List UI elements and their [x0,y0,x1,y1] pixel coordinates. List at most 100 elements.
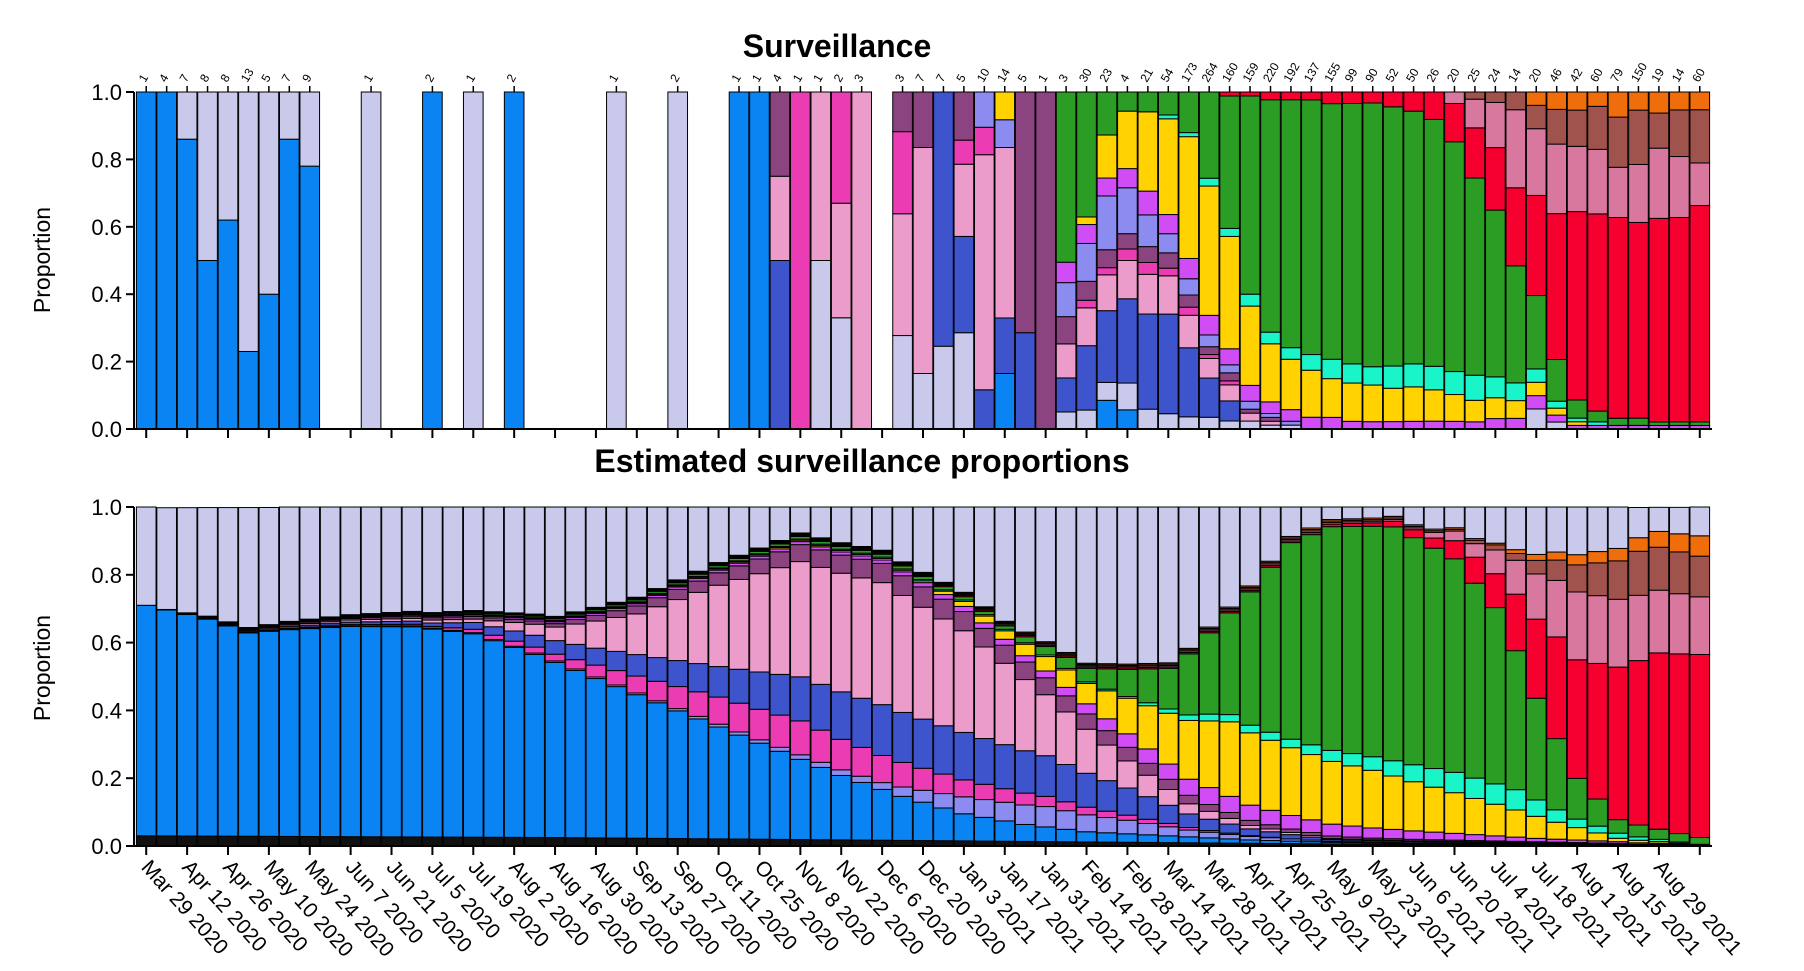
panel2-bar-segment-violet [1486,836,1506,841]
panel2-bar-segment-green [1056,657,1076,668]
panel2-bar-segment-pink_light [1118,761,1138,788]
panel1-count-label: 1 [790,71,806,84]
panel2-bar-segment-gold [1547,822,1567,839]
panel2-bar-segment-indigo [1036,756,1056,797]
panel2-bar-segment-lavender [1179,507,1199,648]
panel2-bar-segment-lavender [811,507,831,538]
panel1-bar-segment-red [1220,92,1240,96]
panel2-bar-segment-magenta [770,715,790,747]
panel1-bar-segment-rose [1588,149,1608,214]
panel2-bar-segment-lavender [791,507,811,533]
panel2-bar-segment-indigo [1261,832,1281,838]
panel2-bar-segment-pink_light [1179,804,1199,814]
panel1-bar-segment-gold [1158,119,1178,215]
panel1-bar-segment-blue [198,261,218,430]
panel2-bar-segment-blue [1015,824,1035,841]
panel2-bar-segment-gold [1506,810,1526,837]
panel2-bar-segment-lavender [1077,507,1097,663]
panel1-bar-segment-indigo [1220,401,1240,421]
panel2-bar-segment-lavender [1690,507,1710,536]
panel1-bar-segment-periwinkle [975,92,995,127]
panel2-bar-segment-lavender [995,507,1015,621]
panel1-bar-segment-gold [1404,387,1424,421]
panel2-bar-segment-gold [1322,761,1342,824]
panel2-bar-segment-blue [402,627,422,837]
panel2-bar-segment-gold [995,631,1015,639]
panel2-bar-segment-violet [1404,831,1424,839]
panel2-bar-segment-pink_light [954,631,974,733]
panel2-bar-segment-black [239,836,259,846]
panel1-count-label: 50 [1403,66,1422,85]
panel2-bar-segment-magenta [709,697,729,724]
panel1-bar-segment-rose [1506,110,1526,188]
panel1-bar-segment-gold [1342,383,1362,421]
panel2-bar-segment-aqua [1445,772,1465,792]
panel1-bar-segment-magenta [1158,268,1178,276]
panel2-bar-segment-periwinkle [791,755,811,760]
panel2-bar-segment-indigo [545,641,565,655]
panel2-bar-segment-green [1363,526,1383,757]
panel2-bar-segment-violet [1281,815,1301,829]
panel2-bar-segment-aqua [1486,784,1506,804]
panel2-bar-segment-periwinkle [1118,820,1138,834]
panel2-bar-segment-lavender [136,507,156,605]
panel2-bar-segment-blue [770,751,790,839]
panel1-bar-segment-lavender [463,92,483,429]
panel2-bar-segment-black [320,837,340,846]
panel1-count-label: 137 [1301,60,1323,85]
panel1-bar-segment-indigo [1199,378,1219,417]
panel2-bar-segment-pink_light [1138,775,1158,796]
panel2-bar-segment-indigo [586,648,606,665]
panel2-bar-segment-brown [1649,547,1669,590]
panel2-bar-segment-indigo [995,745,1015,789]
panel2-bar-segment-blue [361,627,381,837]
panel2-bar-segment-aqua [1383,761,1403,776]
panel2-bar-segment-blue [586,679,606,838]
panel2-bar-segment-indigo [954,732,974,779]
panel2-bar-segment-rose [1608,599,1628,667]
panel1-bar-segment-rose [1690,163,1710,206]
panel2-bar-segment-lavender [341,507,361,615]
panel1-bar-segment-aqua [1220,228,1240,236]
panel2-bar-segment-lavender [1547,507,1567,552]
panel2-bar-segment-periwinkle [1240,837,1260,840]
panel2-bar-segment-plum [1158,779,1178,789]
panel2-bar-segment-blue [893,796,913,840]
panel2-bar-segment-lavender [157,508,177,610]
panel2-bar-segment-periwinkle [995,802,1015,821]
panel2-bar-segment-plum [995,645,1015,663]
panel1-bar-segment-green [1118,92,1138,111]
panel1-bar-segment-magenta [893,132,913,214]
panel2-bar-segment-green [1629,825,1649,837]
panel2-bar-segment-plum [607,611,627,618]
panel2-bar-segment-lavender [218,508,238,622]
panel1-count-label: 19 [1648,66,1667,85]
panel2-bar-segment-violet [995,639,1015,645]
panel2-bar-segment-lavender [586,507,606,607]
panel2-bar-segment-brown [1465,540,1485,543]
panel1-bar-segment-violet [1097,178,1117,196]
panel2-bar-segment-green [1670,834,1690,842]
panel1-bar-segment-green [1240,96,1260,294]
panel2-bar-segment-magenta [729,703,749,732]
panel1-bar-segment-aqua [1547,401,1567,408]
panel2-bar-segment-brown [1526,560,1546,574]
panel1-count-label: 5 [258,71,274,84]
panel1-count-label: 14 [1505,66,1524,85]
panel2-bar-segment-rose [1465,544,1485,558]
panel1-bar-segment-green [1690,422,1710,426]
panel1-count-label: 30 [1076,66,1095,85]
panel2-bar-segment-pink_light [688,592,708,663]
panel2-bar-segment-brown [1547,560,1567,580]
panel1-bar-segment-red [1649,218,1669,422]
panel2-bar-segment-indigo [913,719,933,768]
panel2-bar-segment-periwinkle [811,762,831,767]
panel2-bar-segment-indigo [934,726,954,774]
panel2-bar-segment-indigo [1220,824,1240,833]
panel2-bar-segment-green [1281,543,1301,740]
panel2-bar-segment-blue [1077,832,1097,842]
panel2-bar-segment-plum [831,555,851,573]
panel2-bar-segment-gold [1158,713,1178,764]
panel1-count-label: 7 [279,71,295,84]
panel1-bar-segment-rose [1445,92,1465,103]
